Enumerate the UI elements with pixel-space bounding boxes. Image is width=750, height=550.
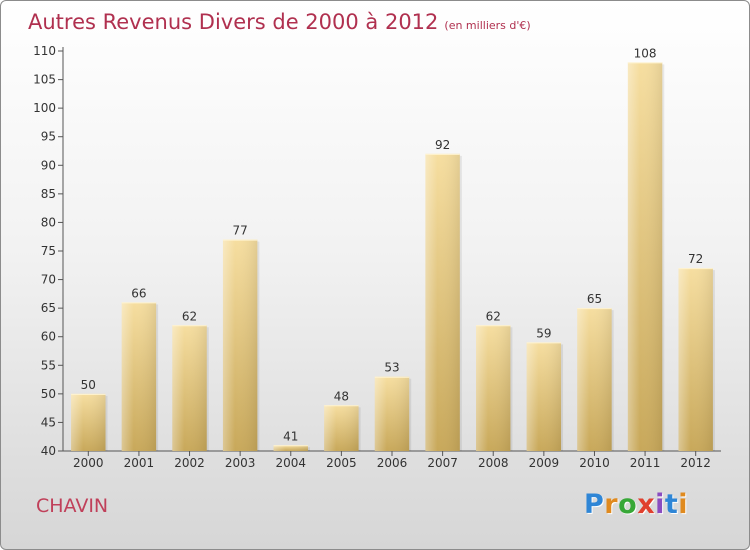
x-tick-label: 2003	[225, 456, 256, 470]
x-tick-label: 2000	[73, 456, 104, 470]
bar-shade	[425, 153, 460, 451]
logo-letter: i	[678, 489, 689, 520]
x-tick-label: 2008	[478, 456, 509, 470]
bar-shade	[273, 445, 308, 451]
value-labels: 50 66 62 77 41 48 53 92 62 59 65 108 72	[81, 46, 704, 443]
logo-letter: o	[618, 489, 638, 520]
bar-shade	[324, 405, 359, 451]
y-tick-label: 50	[41, 387, 56, 401]
value-label: 108	[634, 46, 657, 60]
bar-shade	[526, 342, 562, 451]
bar-shade	[374, 376, 410, 451]
y-tick-label: 110	[33, 44, 56, 58]
bar-shade	[121, 302, 157, 451]
value-label: 66	[131, 286, 146, 300]
bar-shade	[627, 62, 663, 452]
x-tick-label: 2009	[529, 456, 560, 470]
logo-letter: t	[664, 489, 679, 520]
x-tick-label: 2005	[326, 456, 357, 470]
x-tick-label: 2006	[377, 456, 408, 470]
x-tick-label: 2002	[174, 456, 205, 470]
bar-shade	[71, 393, 106, 451]
y-tick-label: 40	[41, 444, 56, 458]
value-label: 65	[587, 292, 602, 306]
y-tick-label: 60	[41, 330, 56, 344]
value-label: 62	[486, 309, 501, 323]
bar-shade	[577, 308, 612, 451]
y-tick-label: 90	[41, 158, 56, 172]
value-label: 59	[536, 326, 551, 340]
value-label: 50	[81, 378, 96, 392]
y-tick-label: 95	[41, 130, 56, 144]
value-label: 72	[688, 252, 703, 266]
value-label: 53	[384, 361, 399, 375]
value-label: 41	[283, 429, 298, 443]
y-tick-label: 70	[41, 273, 56, 287]
x-tick-label: 2007	[427, 456, 458, 470]
y-tick-label: 100	[33, 101, 56, 115]
logo-letter: x	[637, 489, 656, 520]
y-tick-label: 105	[33, 73, 56, 87]
town-name: CHAVIN	[36, 495, 109, 517]
logo-letter: r	[604, 489, 619, 520]
logo-letter: P	[584, 489, 605, 520]
value-label: 92	[435, 138, 450, 152]
bars	[71, 62, 715, 452]
value-label: 62	[182, 309, 197, 323]
proxiti-logo: Proxiti	[584, 489, 688, 520]
chart-title-text: Autres Revenus Divers de 2000 à 2012	[28, 10, 439, 34]
bar-shade	[222, 239, 258, 451]
y-tick-label: 75	[41, 244, 56, 258]
x-tick-label: 2010	[579, 456, 610, 470]
bar-shade	[172, 325, 207, 451]
chart-subtitle: (en milliers d'€)	[444, 19, 531, 32]
y-tick-label: 55	[41, 358, 56, 372]
bar-shade	[476, 325, 511, 451]
logo-letter: i	[655, 489, 665, 520]
chart-title: Autres Revenus Divers de 2000 à 2012 (en …	[28, 10, 531, 34]
x-tick-label: 2011	[630, 456, 661, 470]
value-label: 48	[334, 389, 349, 403]
y-tick-label: 85	[41, 187, 56, 201]
value-label: 77	[233, 224, 248, 238]
y-tick-label: 45	[41, 415, 56, 429]
x-tick-label: 2001	[124, 456, 155, 470]
y-tick-label: 65	[41, 301, 56, 315]
x-tick-label: 2004	[275, 456, 306, 470]
bar-shade	[678, 268, 713, 451]
axes: 40 45 50 55 60 65 70 75 80 85 90 95 100 105 110 2000 200…	[33, 44, 721, 470]
y-tick-label: 80	[41, 215, 56, 229]
x-tick-label: 2012	[680, 456, 711, 470]
